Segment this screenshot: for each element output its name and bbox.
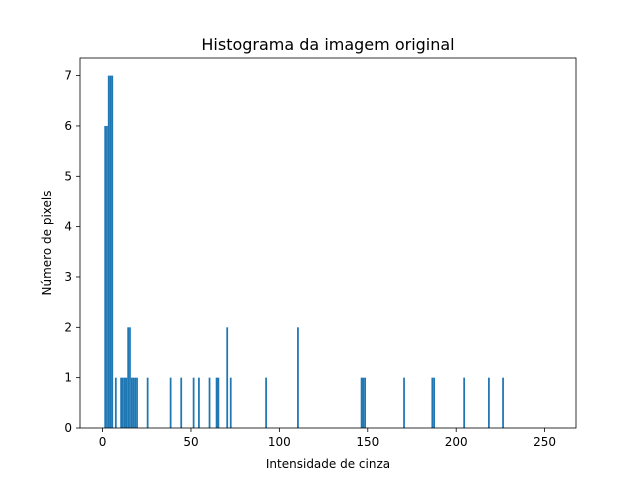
y-axis-ticks: 0 1 2 3 4 5 6 7 xyxy=(64,69,80,435)
histogram-bar xyxy=(502,377,504,428)
histogram-bar xyxy=(229,377,232,428)
histogram-bar xyxy=(364,377,367,428)
histogram-bar xyxy=(403,377,405,428)
x-tick-label: 100 xyxy=(268,435,291,449)
histogram-bar xyxy=(114,377,117,428)
x-axis-ticks: 0 50 100 150 200 250 xyxy=(99,428,556,449)
histogram-bar xyxy=(130,377,133,428)
histogram-bar xyxy=(111,75,114,428)
x-tick-label: 0 xyxy=(99,435,107,449)
y-tick-label: 6 xyxy=(64,119,72,133)
histogram-bar xyxy=(106,125,108,429)
y-tick-label: 7 xyxy=(64,69,72,83)
histogram-bar xyxy=(136,377,138,428)
histogram-bar xyxy=(208,377,211,428)
histogram-bar xyxy=(265,377,267,428)
histogram-bar xyxy=(169,377,172,428)
histogram-bar xyxy=(297,327,299,428)
histogram-bar xyxy=(129,327,131,428)
x-tick-label: 50 xyxy=(183,435,198,449)
histogram-bar xyxy=(127,327,130,428)
y-tick-label: 4 xyxy=(64,220,72,234)
plot-frame xyxy=(79,57,577,429)
y-tick-label: 5 xyxy=(64,169,72,183)
histogram-bar xyxy=(360,377,363,428)
chart-title: Histograma da imagem original xyxy=(201,35,454,54)
y-tick-label: 0 xyxy=(64,421,72,435)
histogram-bar xyxy=(121,377,124,428)
y-axis-label: Número de pixels xyxy=(40,191,54,296)
histogram-bar xyxy=(192,377,195,428)
histogram-bar xyxy=(463,377,466,428)
histogram-bar xyxy=(107,75,110,428)
histogram-bar xyxy=(488,377,490,428)
histogram-bar xyxy=(362,377,365,428)
histogram-bar xyxy=(104,125,107,429)
histogram-bar xyxy=(215,377,218,428)
histogram-bar xyxy=(109,75,112,428)
y-tick-label: 3 xyxy=(64,270,72,284)
histogram-bar xyxy=(125,377,128,428)
histogram-bar xyxy=(431,377,434,428)
x-tick-label: 200 xyxy=(445,435,468,449)
histogram-bar xyxy=(198,377,200,428)
histogram-bar xyxy=(180,377,183,428)
histogram-bar xyxy=(123,377,126,428)
histogram-bar xyxy=(132,377,135,428)
histogram-bar xyxy=(146,377,149,428)
histogram-bar xyxy=(217,377,220,428)
x-tick-label: 150 xyxy=(356,435,379,449)
y-tick-label: 1 xyxy=(64,371,72,385)
x-tick-label: 250 xyxy=(533,435,556,449)
y-tick-label: 2 xyxy=(64,320,72,334)
histogram-bar xyxy=(134,377,137,428)
x-axis-label: Intensidade de cinza xyxy=(266,457,390,471)
histogram-bar xyxy=(226,327,229,428)
histogram-bar xyxy=(120,377,122,428)
histogram-bar xyxy=(433,377,435,428)
histogram-bars xyxy=(104,75,504,429)
